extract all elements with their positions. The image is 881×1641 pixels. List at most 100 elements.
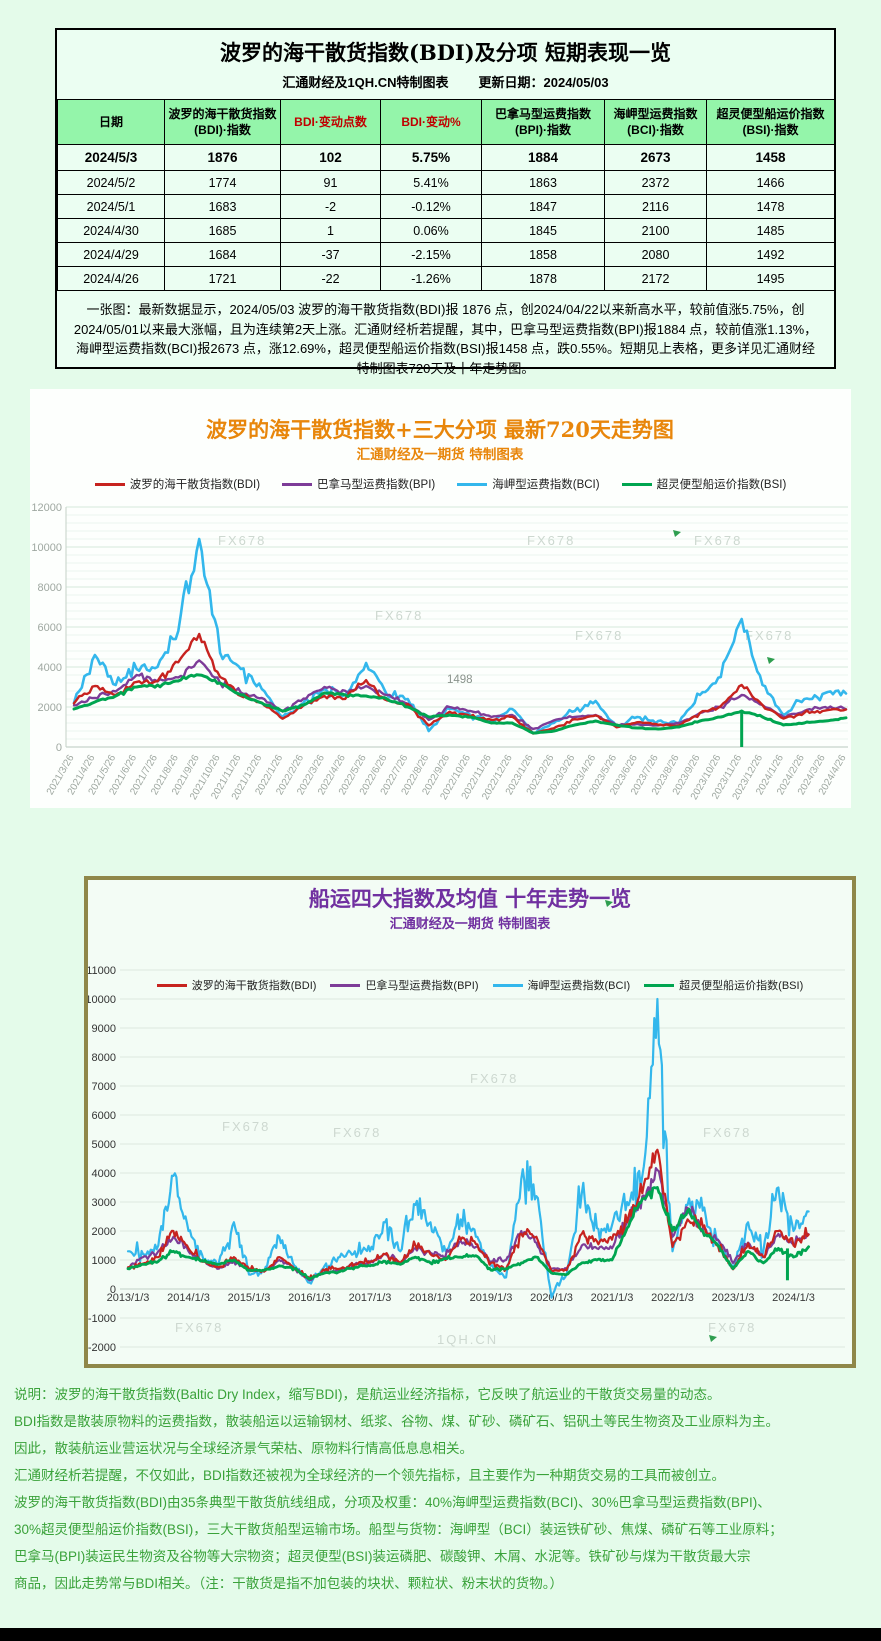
table-cell: 2673 xyxy=(604,144,707,171)
table-cell: 5.41% xyxy=(380,170,482,195)
footnote-line: 巴拿马(BPI)装运民生物资及谷物等大宗物资；超灵便型(BSI)装运磷肥、碳酸钾… xyxy=(14,1549,751,1564)
table-cell: 2024/5/3 xyxy=(57,144,165,171)
table-cell: 2100 xyxy=(604,218,707,243)
table-cell: 1485 xyxy=(706,218,835,243)
legend-item: 海岬型运费指数(BCI) xyxy=(457,476,600,492)
table-cell: 1458 xyxy=(706,144,835,171)
chart-720d-subtitle: 汇通财经及一期货 特制图表 xyxy=(357,446,524,463)
svg-text:2022/1/3: 2022/1/3 xyxy=(651,1292,694,1304)
legend-item: 巴拿马型运费指数(BPI) xyxy=(282,476,435,492)
watermark: FX678 xyxy=(218,533,266,548)
svg-text:1000: 1000 xyxy=(92,1255,116,1267)
table-header-row: 日期 波罗的海干散货指数 (BDI)·指数 BDI·变动点数 BDI·变动% 巴拿马型运… xyxy=(57,99,835,145)
table-cell: 2080 xyxy=(604,242,707,267)
legend-line-swatch xyxy=(644,983,675,987)
legend-label: 巴拿马型运费指数(BPI) xyxy=(317,479,436,491)
svg-text:4000: 4000 xyxy=(38,662,62,674)
table-cell: 1863 xyxy=(481,170,605,195)
watermark: FX678 xyxy=(222,1119,270,1134)
watermark: FX678 xyxy=(470,1071,518,1086)
legend-item: 波罗的海干散货指数(BDI) xyxy=(94,476,261,492)
chart-720d-title: 波罗的海干散货指数+三大分项 最新720天走势图 xyxy=(206,417,674,442)
svg-text:-1000: -1000 xyxy=(88,1313,116,1325)
legend-item: 波罗的海干散货指数(BDI) xyxy=(156,977,316,993)
bdi-short-term-table: 日期 波罗的海干散货指数 (BDI)·指数 BDI·变动点数 BDI·变动% 巴拿马型运… xyxy=(57,99,835,291)
svg-text:0: 0 xyxy=(56,742,62,754)
watermark: FX678 xyxy=(333,1125,381,1140)
series-lines-720 xyxy=(72,537,848,747)
table-body: 2024/5/3 1876 102 5.75% 1884 2673 1458 2024/5/2… xyxy=(57,144,835,291)
svg-text:9000: 9000 xyxy=(92,1023,116,1035)
chart-10y-legend: 波罗的海干散货指数(BDI) 巴拿马型运费指数(BPI) 海岬型运费指数(BCI) 超… xyxy=(114,977,846,993)
column-header: 超灵便型船运价指数 (BSI)·指数 xyxy=(706,99,835,145)
column-header: 日期 xyxy=(57,99,165,145)
svg-text:8000: 8000 xyxy=(92,1052,116,1064)
table-cell: 1858 xyxy=(481,242,605,267)
table-cell: 2024/4/29 xyxy=(57,242,165,267)
table-cell: 1492 xyxy=(706,242,835,267)
line-bci-10y xyxy=(126,997,810,1299)
chart-720d-panel: 0 2000 4000 6000 8000 10000 12000 2021/3/26 2021… xyxy=(30,389,851,808)
table-row: 2024/4/30 1685 1 0.06% 1845 2100 1485 xyxy=(57,218,835,243)
svg-text:4000: 4000 xyxy=(92,1168,116,1180)
series-lines-10y xyxy=(126,997,810,1299)
svg-text:2000: 2000 xyxy=(92,1226,116,1238)
svg-text:6000: 6000 xyxy=(38,622,62,634)
watermark: 1QH.CN xyxy=(437,1332,498,1347)
svg-text:2021/1/3: 2021/1/3 xyxy=(591,1292,634,1304)
legend-label: 巴拿马型运费指数(BPI) xyxy=(365,980,479,992)
watermarks-720: FX678 FX678 FX678 FX678 FX678 FX678 xyxy=(218,533,791,643)
table-cell: 2372 xyxy=(604,170,707,195)
table-cell: 2024/4/30 xyxy=(57,218,165,243)
table-cell: 2116 xyxy=(604,194,707,219)
table-cell: 1878 xyxy=(481,266,605,291)
table-row: 2024/4/29 1684 -37 -2.15% 1858 2080 1492 xyxy=(57,242,835,267)
legend-line-swatch xyxy=(492,983,523,987)
footnote-line: 说明：波罗的海干散货指数(Baltic Dry Index，缩写BDI)，是航运… xyxy=(14,1387,721,1402)
chart-10y-svg: 1100010000900080007000600050004000300020… xyxy=(88,886,845,1354)
legend-line-swatch xyxy=(282,482,313,486)
table-cell: -2.15% xyxy=(380,242,482,267)
table-cell: 1721 xyxy=(164,266,281,291)
table-cell: -37 xyxy=(280,242,381,267)
table-cell: 2024/4/26 xyxy=(57,266,165,291)
table-cell: 1845 xyxy=(481,218,605,243)
table-cell: 1884 xyxy=(481,144,605,171)
table-cell: 1466 xyxy=(706,170,835,195)
footnote-line: BDI指数是散装原物料的运费指数，散装船运以运输钢材、纸浆、谷物、煤、矿砂、磷矿… xyxy=(14,1414,780,1429)
svg-text:11000: 11000 xyxy=(88,965,116,977)
legend-line-swatch xyxy=(94,482,125,486)
chart-10y-subtitle: 汇通财经及一期货 特制图表 xyxy=(390,916,552,932)
table-row: 2024/5/1 1683 -2 -0.12% 1847 2116 1478 xyxy=(57,194,835,219)
svg-text:12000: 12000 xyxy=(31,502,62,514)
line-bci-720 xyxy=(72,537,848,735)
table-cell: 1683 xyxy=(164,194,281,219)
watermark: FX678 xyxy=(375,608,423,623)
value-annotation: 1498 xyxy=(447,674,473,686)
chart-720d-legend: 波罗的海干散货指数(BDI) 巴拿马型运费指数(BPI) 海岬型运费指数(BCI) 超… xyxy=(30,476,851,492)
y-axis-labels: 1100010000900080007000600050004000300020… xyxy=(88,965,116,1354)
svg-text:5000: 5000 xyxy=(92,1139,116,1151)
svg-text:8000: 8000 xyxy=(38,582,62,594)
table-row: 2024/4/26 1721 -22 -1.26% 1878 2172 1495 xyxy=(57,266,835,291)
table-row: 2024/5/3 1876 102 5.75% 1884 2673 1458 xyxy=(57,144,835,171)
grid-10y xyxy=(120,969,845,1348)
svg-text:0: 0 xyxy=(110,1284,116,1296)
table-cell: 5.75% xyxy=(380,144,482,171)
legend-label: 波罗的海干散货指数(BDI) xyxy=(129,479,261,491)
x-axis-labels: 2021/3/262021/4/262021/5/262021/6/262021… xyxy=(45,753,849,802)
line-bsi-720 xyxy=(72,673,848,735)
svg-text:2014/1/3: 2014/1/3 xyxy=(167,1292,210,1304)
legend-line-swatch xyxy=(156,983,187,987)
column-header: 巴拿马型运费指数 (BPI)·指数 xyxy=(481,99,605,145)
table-cell: 2024/5/2 xyxy=(57,170,165,195)
table-cell: 1495 xyxy=(706,266,835,291)
watermark: FX678 xyxy=(575,628,623,643)
svg-text:3000: 3000 xyxy=(92,1197,116,1209)
line-bdi-720 xyxy=(72,632,848,735)
chart-10y-title: 船运四大指数及均值 十年走势一览 xyxy=(309,886,631,911)
watermark: FX678 xyxy=(708,1320,756,1335)
svg-text:2024/1/3: 2024/1/3 xyxy=(772,1292,815,1304)
watermarks-10y: FX678 FX678 FX678 FX678 FX678 FX678 1QH.CN xyxy=(175,1071,756,1347)
short-term-table-panel: 波罗的海干散货指数(BDI)及分项 短期表现一览 汇通财经及1QH.CN特制图表… xyxy=(55,28,836,376)
